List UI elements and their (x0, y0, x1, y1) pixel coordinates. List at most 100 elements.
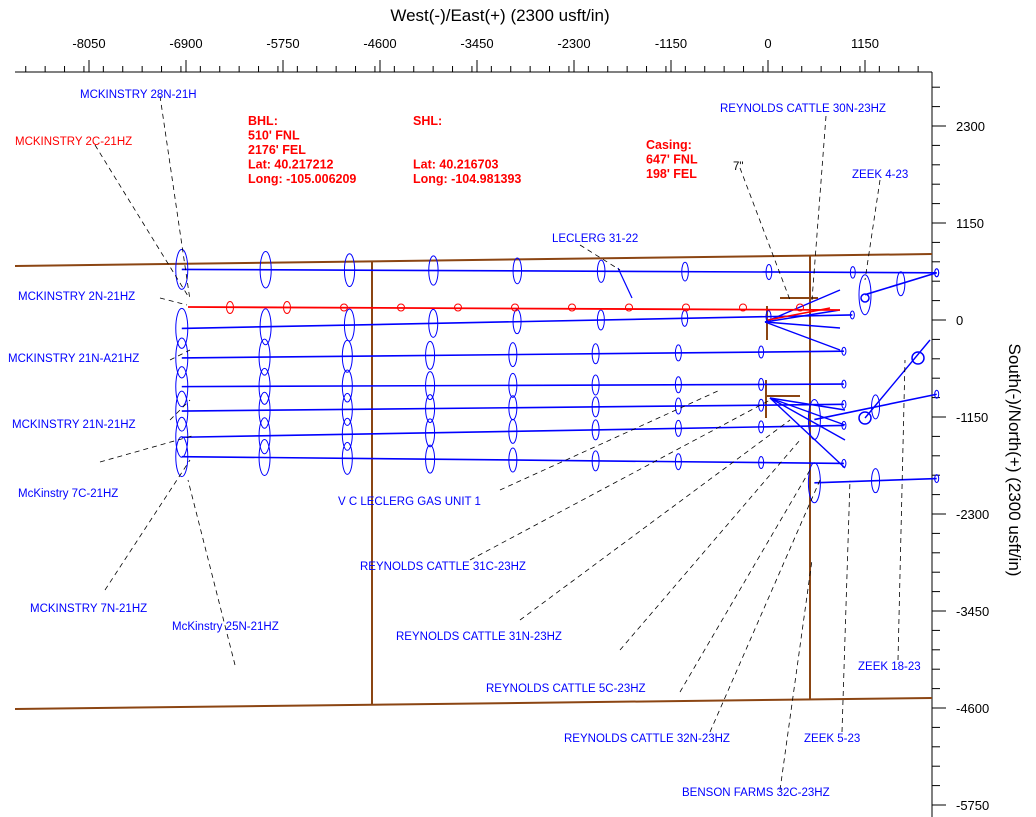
uncertainty-ellipse (341, 392, 353, 426)
x-tick-label: 1150 (851, 36, 879, 51)
uncertainty-ellipse (674, 453, 682, 471)
well-label: MCKINSTRY 21N-A21HZ (8, 353, 139, 365)
uncertainty-ellipse (591, 419, 600, 441)
uncertainty-ellipse (841, 346, 847, 356)
leader-line (104, 459, 191, 591)
uncertainty-ellipse (512, 257, 523, 285)
pad-fan-line (769, 397, 846, 469)
pad-fan-line (769, 397, 846, 441)
leader-line (679, 469, 811, 693)
uncertainty-ellipse (674, 344, 682, 362)
bhl-annotation-line: 510' FNL (248, 129, 300, 143)
subject-survey-station (568, 303, 576, 312)
uncertainty-ellipse (841, 420, 847, 430)
uncertainty-ellipse (681, 309, 689, 327)
offset-lateral-line (864, 272, 937, 296)
uncertainty-ellipse (259, 308, 272, 346)
y-axis-ticks: 2300 1150 0 -1150 -2300 -3450 -4600 -5750 (932, 86, 989, 813)
x-tick-label: -3450 (460, 36, 493, 51)
bhl-annotation-line: BHL: (248, 114, 278, 128)
y-tick-label: 0 (956, 313, 963, 328)
leader-line (159, 95, 191, 301)
y-tick-label: 1150 (956, 216, 984, 231)
uncertainty-ellipse (674, 376, 682, 394)
casing-annotation-line: Casing: (646, 138, 692, 152)
y-tick-label: -5750 (956, 798, 989, 813)
uncertainty-ellipse (175, 366, 189, 408)
leader-line (499, 389, 721, 491)
casing-annotation-line: 647' FNL (646, 153, 698, 167)
subject-survey-station (454, 303, 462, 312)
casing-annotation-line: 198' FEL (646, 167, 697, 181)
well-label: V C LECLERG GAS UNIT 1 (338, 496, 481, 508)
pad-fan-line (764, 289, 841, 323)
uncertainty-ellipse (758, 456, 765, 470)
x-tick-label: -8050 (72, 36, 105, 51)
shl-annotation-line: Long: -104.981393 (413, 172, 521, 186)
y-tick-label: -4600 (956, 701, 989, 716)
x-tick-label: -5750 (266, 36, 299, 51)
leader-line (519, 419, 791, 621)
uncertainty-ellipse (934, 389, 940, 399)
leclerg-trace (617, 267, 633, 299)
casing-size-label: 7" (733, 161, 743, 173)
subject-survey-station (511, 303, 519, 312)
subject-survey-station (796, 303, 804, 312)
bhl-annotation-line: 2176' FEL (248, 143, 306, 157)
leader-line (469, 399, 771, 561)
subject-survey-station (739, 303, 747, 312)
subject-lateral (187, 306, 841, 311)
uncertainty-ellipse (674, 419, 682, 437)
uncertainty-ellipse (258, 391, 271, 429)
leader-line (169, 349, 191, 361)
leader-line (619, 439, 801, 651)
well-label: REYNOLDS CATTLE 31N-23HZ (396, 631, 562, 643)
well-label: MCKINSTRY 28N-21H (80, 89, 197, 101)
leader-line (169, 399, 191, 421)
uncertainty-ellipse (175, 436, 189, 478)
well-label: MCKINSTRY 2C-21HZ (15, 136, 132, 148)
uncertainty-ellipse (175, 390, 189, 432)
uncertainty-ellipse (591, 374, 600, 396)
uncertainty-ellipse (258, 367, 271, 405)
y-tick-label: -2300 (956, 507, 989, 522)
leader-line (187, 479, 236, 666)
pad-fan-line (764, 321, 841, 351)
subject-survey-station (283, 301, 291, 314)
uncertainty-ellipse (341, 417, 353, 451)
subject-survey-station (625, 303, 633, 312)
leader-line (841, 479, 851, 733)
shl-annotation-line: Lat: 40.216703 (413, 158, 499, 172)
offset-lateral-line (181, 314, 853, 330)
uncertainty-ellipse (858, 274, 872, 316)
well-label: LECLERG 31-22 (552, 233, 638, 245)
x-axis-title: West(-)/East(+) (2300 usft/in) (390, 6, 609, 25)
uncertainty-ellipse (425, 340, 436, 370)
well-label: ZEEK 5-23 (804, 733, 860, 745)
leader-line (864, 179, 881, 281)
pad-fan-line (764, 321, 841, 329)
uncertainty-ellipse (934, 474, 940, 484)
offset-lateral-line (181, 383, 844, 388)
uncertainty-ellipse (425, 444, 436, 474)
x-tick-label: -6900 (169, 36, 202, 51)
well-label: REYNOLDS CATTLE 32N-23HZ (564, 733, 730, 745)
uncertainty-ellipse (508, 372, 518, 398)
y-tick-label: -3450 (956, 604, 989, 619)
subject-build (767, 307, 831, 321)
uncertainty-ellipse (175, 248, 189, 290)
uncertainty-ellipse (591, 343, 600, 365)
x-tick-label: -2300 (557, 36, 590, 51)
uncertainty-ellipse (596, 259, 606, 283)
offset-laterals (175, 248, 940, 504)
leader-line (739, 167, 791, 301)
y-tick-label: 2300 (956, 119, 985, 134)
uncertainty-ellipse (758, 420, 765, 434)
uncertainty-ellipse (512, 309, 522, 335)
uncertainty-ellipse (341, 441, 353, 475)
uncertainty-ellipse (849, 310, 855, 320)
well-label: MCKINSTRY 7N-21HZ (30, 603, 147, 615)
uncertainty-ellipse (425, 394, 436, 424)
